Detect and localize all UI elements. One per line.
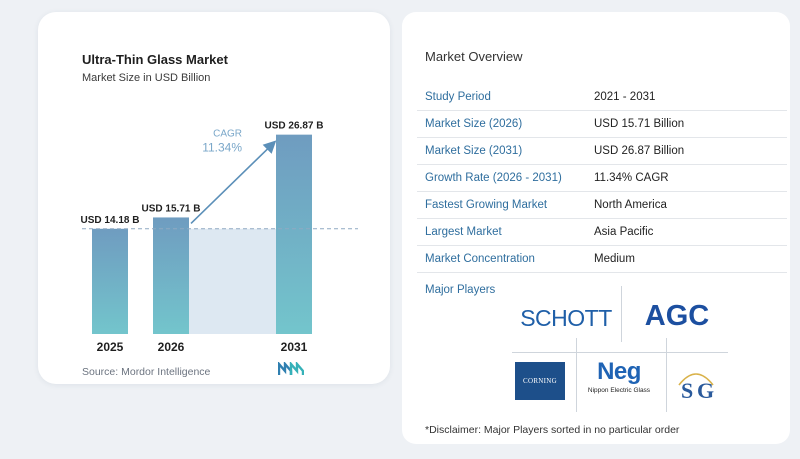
source-text: Source: Mordor Intelligence xyxy=(82,366,211,378)
overview-key: Fastest Growing Market xyxy=(425,199,548,211)
overview-value: USD 26.87 Billion xyxy=(594,145,685,157)
overview-row: Market Size (2026) USD 15.71 Billion xyxy=(417,111,787,138)
agc-logo: AGC xyxy=(630,294,724,338)
bar-2026 xyxy=(153,217,189,334)
overview-key: Market Size (2031) xyxy=(425,145,523,157)
overview-row: Market Size (2031) USD 26.87 Billion xyxy=(417,138,787,165)
overview-value: Medium xyxy=(594,253,635,265)
major-players-label: Major Players xyxy=(425,284,496,296)
tick-label-2031: 2031 xyxy=(281,340,308,354)
overview-key: Market Size (2026) xyxy=(425,118,523,130)
value-label-2026: USD 15.71 B xyxy=(142,203,201,214)
overview-value: North America xyxy=(594,199,667,211)
logo-divider xyxy=(621,286,622,342)
cagr-value: 11.34% xyxy=(202,141,242,155)
cagr-arrow xyxy=(190,140,277,225)
cagr-label: CAGR xyxy=(213,129,242,140)
overview-value: Asia Pacific xyxy=(594,226,654,238)
growth-band xyxy=(189,228,276,334)
logo-divider xyxy=(666,338,667,412)
saint-gobain-logo-icon: S G xyxy=(672,364,720,404)
value-label-2031: USD 26.87 B xyxy=(265,121,324,132)
overview-key: Study Period xyxy=(425,91,491,103)
disclaimer: *Disclaimer: Major Players sorted in no … xyxy=(425,424,680,436)
overview-value: 11.34% CAGR xyxy=(594,172,669,184)
overview-title: Market Overview xyxy=(425,49,523,64)
chart-subtitle: Market Size in USD Billion xyxy=(82,72,211,84)
overview-key: Market Concentration xyxy=(425,253,535,265)
svg-text:S: S xyxy=(681,378,693,403)
overview-key: Growth Rate (2026 - 2031) xyxy=(425,172,562,184)
overview-value: USD 15.71 Billion xyxy=(594,118,685,130)
overview-panel xyxy=(402,12,790,444)
schott-logo: SCHOTT xyxy=(520,304,612,331)
bar-chart: USD 14.18 B 2025 USD 15.71 B 2026 USD 26.87 … xyxy=(81,121,358,354)
tick-label-2026: 2026 xyxy=(158,340,185,354)
value-label-2025: USD 14.18 B xyxy=(81,215,140,226)
overview-row: Market Concentration Medium xyxy=(417,246,787,273)
tick-label-2025: 2025 xyxy=(97,340,124,354)
svg-text:G: G xyxy=(697,378,714,403)
logo-divider xyxy=(576,338,577,412)
nippon-electric-glass-logo: Neg Nippon Electric Glass xyxy=(578,346,660,408)
bar-2031 xyxy=(276,134,312,334)
overview-table: Study Period 2021 - 2031 Market Size (202… xyxy=(417,84,787,273)
overview-row: Growth Rate (2026 - 2031) 11.34% CAGR xyxy=(417,165,787,192)
neg-name: Nippon Electric Glass xyxy=(587,387,651,394)
logo-divider xyxy=(512,352,728,353)
corning-logo: CORNING xyxy=(515,362,565,400)
chart-title: Ultra-Thin Glass Market xyxy=(82,52,228,67)
overview-row: Fastest Growing Market North America xyxy=(417,192,787,219)
overview-value: 2021 - 2031 xyxy=(594,91,656,103)
mordor-intelligence-logo-icon xyxy=(277,360,305,381)
bar-2025 xyxy=(92,228,128,334)
overview-key: Largest Market xyxy=(425,226,502,238)
overview-row: Largest Market Asia Pacific xyxy=(417,219,787,246)
neg-mark: Neg xyxy=(597,358,641,385)
overview-row: Study Period 2021 - 2031 xyxy=(417,84,787,111)
